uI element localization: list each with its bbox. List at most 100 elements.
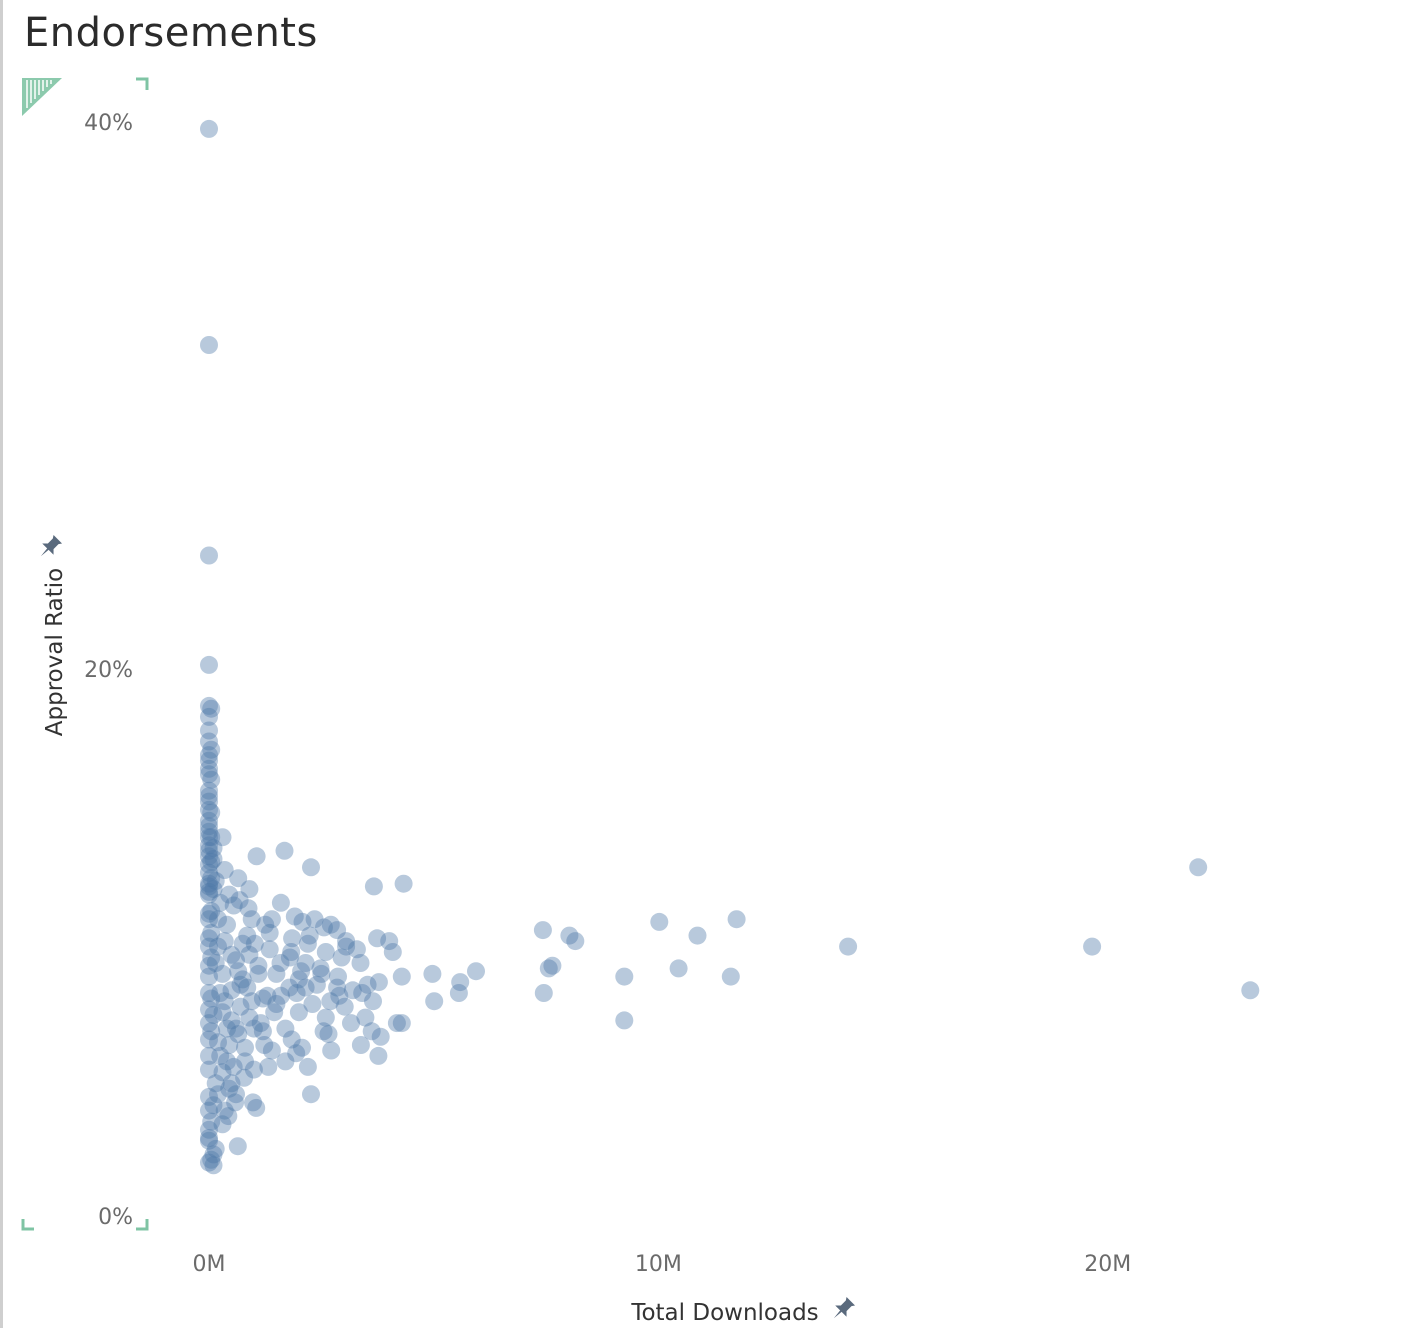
data-point[interactable] [204, 839, 223, 858]
data-point[interactable] [200, 781, 218, 800]
data-point[interactable] [204, 1096, 223, 1115]
data-point[interactable] [204, 1156, 223, 1175]
pin-icon[interactable] [35, 534, 63, 562]
data-point[interactable] [200, 707, 218, 726]
data-point[interactable] [200, 937, 218, 956]
data-point[interactable] [213, 1115, 232, 1134]
data-point[interactable] [368, 929, 387, 948]
data-point[interactable] [200, 800, 218, 819]
data-point[interactable] [721, 967, 740, 986]
data-point[interactable] [321, 992, 340, 1011]
data-point[interactable] [200, 855, 218, 874]
data-point[interactable] [298, 934, 317, 953]
data-point[interactable] [249, 964, 268, 983]
data-point[interactable] [238, 926, 257, 945]
data-point[interactable] [292, 962, 311, 981]
data-point[interactable] [280, 978, 299, 997]
data-point[interactable] [364, 877, 383, 896]
data-point[interactable] [839, 937, 858, 956]
data-point[interactable] [202, 1022, 221, 1041]
data-point[interactable] [231, 975, 250, 994]
data-point[interactable] [280, 948, 299, 967]
resize-corner-icon[interactable] [22, 78, 62, 116]
data-point[interactable] [202, 770, 221, 789]
data-point[interactable] [202, 923, 221, 942]
data-point[interactable] [251, 1014, 270, 1033]
data-point[interactable] [255, 1036, 274, 1054]
data-point[interactable] [312, 964, 331, 983]
data-point[interactable] [200, 1000, 218, 1019]
data-point[interactable] [224, 896, 243, 915]
data-point[interactable] [285, 907, 304, 926]
data-point[interactable] [380, 932, 399, 951]
data-point[interactable] [227, 1019, 245, 1038]
data-point[interactable] [200, 336, 218, 354]
data-point[interactable] [202, 902, 221, 920]
data-point[interactable] [202, 828, 221, 847]
data-point[interactable] [211, 984, 230, 1002]
data-point[interactable] [358, 975, 377, 994]
data-point[interactable] [322, 1041, 341, 1060]
y-axis-title[interactable]: Approval Ratio [42, 568, 68, 736]
data-point[interactable] [242, 992, 261, 1011]
data-point[interactable] [302, 1085, 320, 1104]
data-point[interactable] [231, 997, 250, 1016]
data-point[interactable] [242, 910, 261, 929]
data-point[interactable] [200, 765, 218, 784]
data-point[interactable] [200, 746, 218, 765]
data-point[interactable] [256, 915, 275, 934]
data-point[interactable] [296, 978, 315, 997]
data-point[interactable] [265, 1003, 284, 1022]
data-point[interactable] [258, 986, 277, 1005]
data-point[interactable] [267, 995, 286, 1013]
data-point[interactable] [211, 893, 230, 912]
data-point[interactable] [244, 1093, 262, 1112]
data-point[interactable] [394, 874, 413, 893]
data-point[interactable] [315, 918, 333, 937]
data-point[interactable] [369, 1046, 388, 1065]
data-point[interactable] [200, 721, 218, 740]
data-point[interactable] [222, 1011, 241, 1030]
data-point[interactable] [200, 1014, 218, 1033]
data-point[interactable] [449, 984, 468, 1002]
data-point[interactable] [1083, 937, 1102, 956]
data-point[interactable] [200, 885, 218, 904]
data-point[interactable] [200, 910, 218, 929]
data-point[interactable] [539, 959, 558, 978]
data-point[interactable] [330, 986, 349, 1005]
data-point[interactable] [343, 981, 362, 1000]
data-point[interactable] [332, 948, 351, 967]
data-point[interactable] [247, 847, 266, 866]
data-point[interactable] [1241, 981, 1260, 1000]
data-point[interactable] [200, 847, 218, 866]
data-point[interactable] [200, 1046, 218, 1065]
data-point[interactable] [271, 986, 290, 1005]
data-point[interactable] [200, 967, 218, 986]
data-point[interactable] [209, 937, 227, 956]
data-point[interactable] [296, 954, 315, 972]
data-point[interactable] [229, 962, 248, 981]
data-point[interactable] [387, 1014, 406, 1033]
data-point[interactable] [369, 973, 388, 992]
data-point[interactable] [307, 975, 326, 994]
data-point[interactable] [650, 912, 669, 931]
data-point[interactable] [351, 1036, 370, 1054]
data-point[interactable] [316, 1008, 335, 1027]
data-point[interactable] [200, 1129, 218, 1147]
data-point[interactable] [276, 1052, 295, 1071]
data-point[interactable] [300, 926, 319, 945]
data-point[interactable] [200, 1060, 218, 1079]
data-point[interactable] [222, 981, 241, 1000]
data-point[interactable] [200, 546, 218, 565]
data-point[interactable] [566, 932, 585, 951]
data-point[interactable] [321, 915, 340, 934]
data-point[interactable] [316, 943, 335, 961]
data-point[interactable] [253, 989, 272, 1008]
data-point[interactable] [328, 978, 347, 997]
data-point[interactable] [218, 1052, 236, 1071]
data-point[interactable] [204, 1145, 223, 1164]
data-point[interactable] [335, 997, 354, 1016]
data-point[interactable] [351, 954, 370, 972]
data-point[interactable] [200, 1131, 218, 1150]
data-point[interactable] [200, 732, 218, 751]
